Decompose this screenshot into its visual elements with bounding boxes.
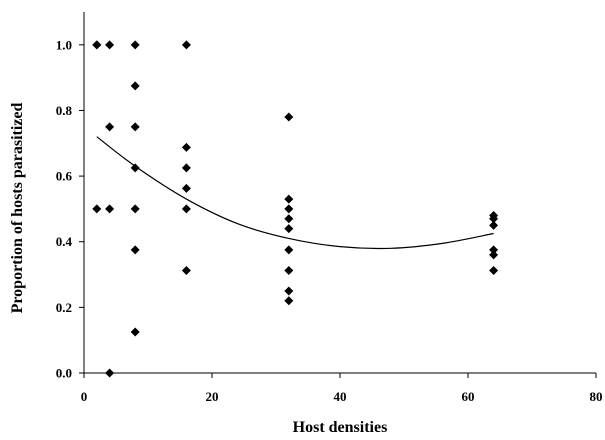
data-point: [181, 265, 191, 275]
x-tick-label: 80: [590, 389, 603, 404]
y-tick-label: 0.8: [56, 103, 73, 118]
data-point: [130, 40, 140, 50]
data-point: [130, 81, 140, 91]
y-tick-label: 0.6: [56, 169, 73, 184]
data-point: [105, 40, 115, 50]
data-point: [130, 327, 140, 337]
data-point: [489, 250, 499, 260]
data-point: [284, 296, 294, 306]
data-point: [130, 245, 140, 255]
data-point: [489, 220, 499, 230]
data-point: [105, 122, 115, 132]
x-tick-label: 40: [334, 389, 347, 404]
x-tick-label: 0: [81, 389, 88, 404]
data-point: [181, 204, 191, 214]
data-point: [130, 163, 140, 173]
data-point: [489, 265, 499, 275]
data-point: [181, 142, 191, 152]
y-axis-title: Proportion of hosts parasitized: [9, 102, 26, 313]
y-tick-label: 1.0: [56, 37, 72, 52]
data-point: [284, 194, 294, 204]
plot-area: 0.0 0.2 0.4 0.6 0.8 1.0 0 20 40 60 80: [56, 12, 603, 404]
data-point: [284, 286, 294, 296]
x-tick-label: 60: [462, 389, 475, 404]
data-point: [284, 112, 294, 122]
data-point: [92, 204, 102, 214]
y-tick-label: 0.2: [56, 300, 72, 315]
data-point: [130, 204, 140, 214]
data-point: [489, 245, 499, 255]
data-point: [489, 214, 499, 224]
data-point: [130, 122, 140, 132]
data-point: [284, 245, 294, 255]
y-tick-label: 0.4: [56, 234, 73, 249]
data-point: [92, 40, 102, 50]
x-axis-title: Host densities: [293, 419, 388, 436]
data-point: [284, 265, 294, 275]
data-point: [284, 214, 294, 224]
trendline: [96, 136, 494, 250]
data-point: [105, 368, 115, 378]
data-point: [181, 183, 191, 193]
data-point: [181, 40, 191, 50]
data-point: [284, 204, 294, 214]
data-point: [181, 163, 191, 173]
data-point: [105, 204, 115, 214]
x-tick-label: 20: [206, 389, 219, 404]
y-tick-label: 0.0: [56, 366, 72, 381]
data-point: [284, 224, 294, 234]
